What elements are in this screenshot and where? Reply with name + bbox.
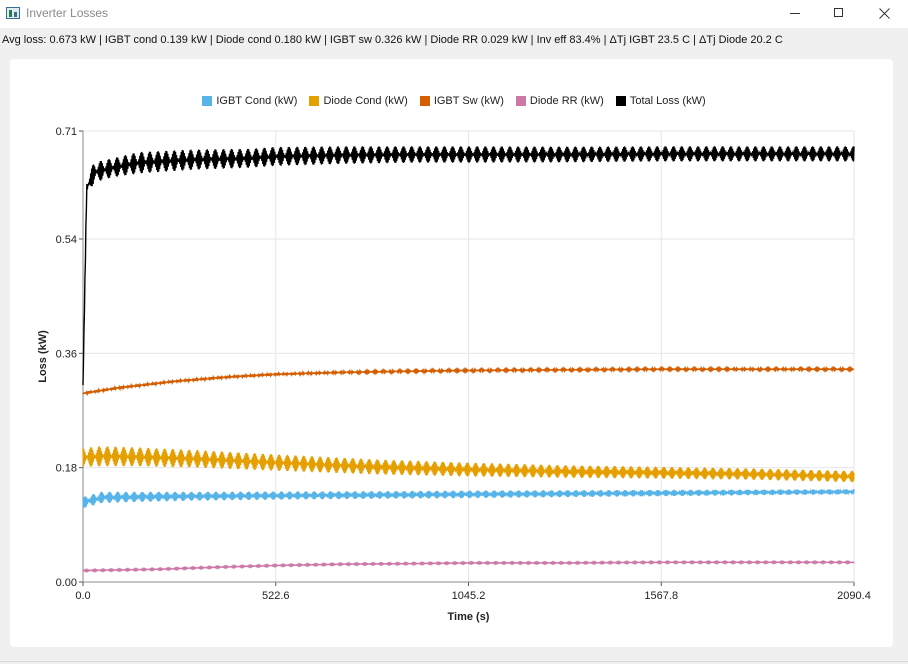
legend-label: Total Loss (kW)	[629, 95, 706, 107]
y-tick-label: 0.71	[56, 126, 77, 138]
close-button[interactable]	[862, 0, 908, 28]
x-tick-label: 522.6	[262, 590, 290, 602]
legend-item-igbt-sw: IGBT Sw (kW)	[419, 93, 504, 109]
legend-label: IGBT Cond (kW)	[216, 95, 298, 107]
y-tick-label: 0.00	[56, 577, 77, 589]
chart-legend: IGBT Cond (kW) Diode Cond (kW) IGBT Sw (kW…	[0, 93, 908, 109]
y-tick-label: 0.18	[56, 463, 77, 475]
series-line-diode-cond	[82, 446, 855, 483]
legend-swatch	[202, 96, 213, 106]
series-line-diode-rr	[82, 559, 855, 574]
minimize-icon	[790, 13, 800, 14]
maximize-icon	[834, 8, 843, 17]
x-axis-label: Time (s)	[448, 611, 490, 623]
legend-swatch	[615, 96, 626, 106]
legend-item-igbt-cond: IGBT Cond (kW)	[202, 93, 297, 109]
legend-label: Diode Cond (kW)	[323, 95, 408, 107]
app-icon	[6, 7, 20, 19]
y-tick-label: 0.36	[56, 348, 77, 360]
series-line-igbt-sw	[82, 365, 855, 397]
legend-label: Diode RR (kW)	[529, 95, 604, 107]
close-icon	[879, 8, 890, 19]
legend-item-diode-rr: Diode RR (kW)	[515, 93, 604, 109]
x-tick-label: 0.0	[75, 590, 90, 602]
maximize-button[interactable]	[816, 0, 862, 28]
legend-swatch	[419, 96, 430, 106]
y-tick-label: 0.54	[56, 234, 77, 246]
legend-swatch	[309, 96, 320, 106]
legend-label: IGBT Sw (kW)	[433, 95, 504, 107]
window-border	[0, 661, 908, 662]
window-title: Inverter Losses	[26, 6, 109, 20]
x-tick-label: 1045.2	[452, 590, 486, 602]
y-axis-label: Loss (kW)	[37, 330, 49, 383]
title-bar: Inverter Losses	[0, 0, 908, 28]
x-tick-label: 2090.4	[837, 590, 871, 602]
legend-item-diode-cond: Diode Cond (kW)	[309, 93, 408, 109]
series-line-total-loss	[82, 146, 855, 386]
loss-summary: Avg loss: 0.673 kW | IGBT cond 0.139 kW …	[2, 34, 783, 46]
legend-swatch	[515, 96, 526, 106]
legend-item-total-loss: Total Loss (kW)	[615, 93, 706, 109]
x-tick-label: 1567.8	[644, 590, 678, 602]
series-line-igbt-cond	[82, 488, 855, 508]
minimize-button[interactable]	[772, 0, 818, 28]
